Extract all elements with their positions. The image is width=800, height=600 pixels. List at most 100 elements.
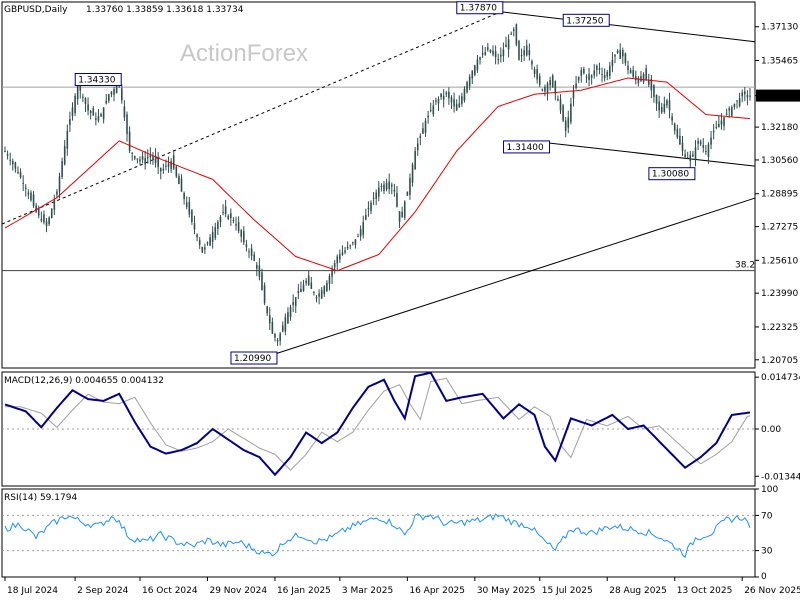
y-tick-label: 1.22325 [761, 323, 798, 333]
candle-body [577, 76, 580, 81]
candle-body [346, 246, 349, 249]
candle-body [525, 45, 528, 56]
candle-body [523, 50, 525, 56]
candle-body [11, 160, 14, 165]
candle-body [30, 192, 32, 201]
candle-body [367, 207, 370, 210]
candle-body [666, 100, 668, 106]
candle-body [603, 75, 606, 79]
macd-y-tick-label: 0.00 [761, 425, 781, 435]
candle-body [720, 120, 723, 125]
candle-body [658, 101, 660, 111]
candle-body [349, 245, 352, 247]
candle-body [590, 75, 593, 78]
price-annotation-box [74, 73, 122, 87]
x-tick-label: 30 May 2025 [477, 586, 536, 596]
candle-body [217, 222, 219, 229]
candle-body [198, 240, 201, 245]
candle-body [162, 168, 165, 171]
candle-body [63, 145, 66, 165]
candle-body [224, 206, 227, 214]
candle-body [393, 189, 396, 192]
candle-body [609, 65, 611, 76]
candle-body [487, 47, 489, 50]
candle-body [188, 201, 191, 215]
x-tick-label: 13 Oct 2025 [677, 586, 733, 596]
candle-body [6, 154, 9, 156]
candle-body [58, 176, 61, 192]
candle-body [424, 120, 427, 133]
candle-body [653, 85, 655, 97]
candle-body [567, 117, 570, 128]
candle-body [159, 167, 162, 172]
candle-body [14, 162, 17, 169]
candle-body [365, 214, 367, 220]
candle-body [697, 140, 699, 144]
candle-body [17, 171, 19, 174]
candle-body [746, 94, 749, 98]
candle-body [471, 70, 474, 79]
y-tick-label: 1.32180 [761, 123, 798, 133]
candle-body [204, 247, 206, 250]
candle-body [22, 182, 24, 184]
candle-body [551, 75, 554, 87]
candle-body [352, 242, 354, 244]
candle-body [377, 187, 380, 197]
candle-body [121, 88, 123, 101]
rsi-panel: 100 70 30 0 [1, 485, 778, 582]
candle-body [744, 91, 746, 95]
candle-body [24, 187, 27, 189]
candle-body [476, 59, 479, 71]
candle-body [37, 208, 40, 216]
candle-body [676, 128, 679, 138]
candle-body [554, 81, 557, 94]
candle-body [707, 144, 710, 157]
candle-body [705, 151, 707, 153]
candle-body [733, 103, 736, 107]
candle-body [318, 293, 320, 297]
macd-y-tick-label: -0.013442 [761, 472, 800, 482]
candle-body [484, 52, 487, 55]
candle-body [375, 192, 378, 199]
candle-body [240, 230, 243, 237]
candle-body [341, 252, 344, 255]
candle-body [250, 248, 253, 256]
candle-body [601, 73, 603, 75]
candle-body [497, 59, 500, 61]
candle-body [671, 116, 673, 121]
candle-body [344, 250, 346, 253]
main-price-panel: 1.37130 1.35465 1.33734 1.32180 1.30560 1.288… [1, 1, 800, 369]
candle-body [19, 172, 22, 178]
symbol-label: GBPUSD,Daily [4, 5, 68, 15]
candle-body [528, 50, 531, 56]
x-tick-label: 16 Jan 2025 [277, 586, 331, 596]
candle-body [315, 297, 318, 299]
candle-body [440, 93, 442, 98]
price-annotation-box [456, 1, 504, 15]
candle-body [655, 94, 658, 104]
candle-body [268, 315, 271, 324]
candle-body [474, 65, 476, 75]
candle-body [383, 184, 385, 191]
candle-body [271, 322, 274, 334]
price-annotation-box [230, 351, 278, 365]
candle-body [359, 229, 362, 237]
candle-body [214, 227, 217, 238]
candle-body [126, 114, 128, 135]
candle-body [536, 69, 538, 80]
candle-body [40, 218, 43, 221]
candle-body [749, 95, 751, 97]
candle-body [642, 73, 645, 82]
candle-body [725, 113, 728, 115]
candle-body [463, 89, 466, 101]
candle-body [660, 107, 663, 113]
falling-lower-line [547, 142, 756, 167]
candle-body [110, 91, 113, 95]
candle-body [598, 68, 601, 70]
candle-body [266, 306, 268, 314]
candle-body [679, 135, 681, 145]
y-tick-label: 1.27275 [761, 223, 798, 233]
x-tick-label: 29 Nov 2024 [209, 586, 267, 596]
candle-body [718, 124, 720, 128]
candle-body [66, 130, 69, 149]
